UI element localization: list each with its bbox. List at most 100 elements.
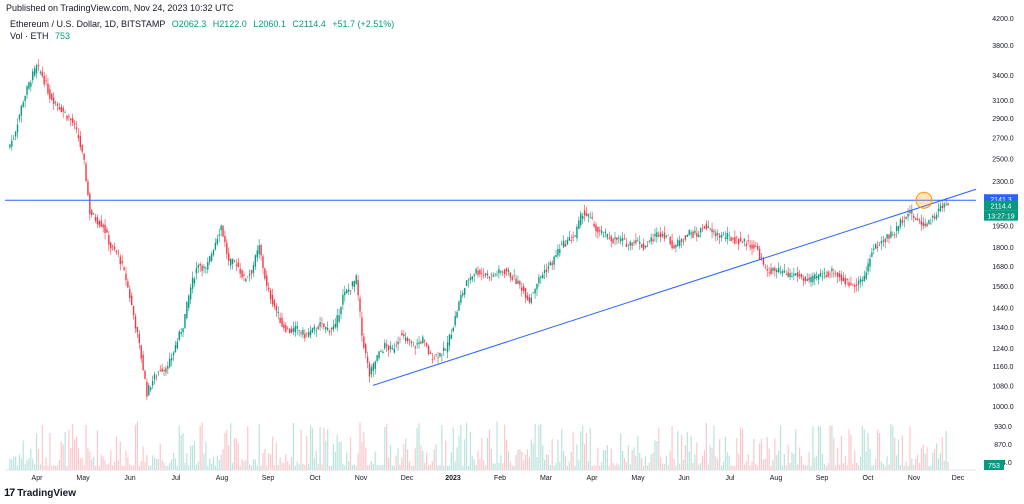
candle-body xyxy=(13,139,15,140)
candle-body xyxy=(334,323,336,328)
y-tick-label: 1000.0 xyxy=(992,404,1014,411)
volume-bar xyxy=(64,431,66,470)
volume-bar xyxy=(382,464,384,470)
candle-body xyxy=(821,276,824,278)
legend-symbol[interactable]: Ethereum / U.S. Dollar, 1D, BITSTAMP xyxy=(10,19,166,29)
y-tick-label: 1950.0 xyxy=(992,224,1014,231)
candle-body xyxy=(874,244,877,249)
price-axis[interactable]: 4200.0 3800.0 3400.0 3100.0 2900.0 2700.0 2500… xyxy=(984,16,1018,470)
volume-bar xyxy=(665,456,667,470)
candle-body xyxy=(743,238,746,242)
volume-bar xyxy=(34,464,36,470)
volume-bar xyxy=(488,429,491,470)
volume-bar xyxy=(359,422,361,470)
x-tick-label: Apr xyxy=(32,475,44,482)
candle-body xyxy=(682,240,685,242)
volume-bar xyxy=(439,465,441,470)
volume-bar xyxy=(709,445,711,470)
volume-bar xyxy=(136,421,138,470)
tradingview-logo[interactable]: 17 TradingView xyxy=(4,487,76,499)
volume-bar xyxy=(224,432,226,470)
time-axis[interactable]: Apr May Jun Jul Aug Sep Oct Nov Dec 2023 Feb Mar Apr… xyxy=(5,469,976,482)
volume-bar xyxy=(150,465,152,470)
candle-body xyxy=(509,272,512,278)
volume-bar xyxy=(89,451,91,470)
candle-body xyxy=(467,280,470,282)
candle-body xyxy=(302,329,304,335)
candle-body xyxy=(458,301,460,311)
x-tick-label: Jul xyxy=(726,475,735,482)
candle-body xyxy=(450,334,453,339)
volume-bar xyxy=(319,427,321,470)
candle-body xyxy=(882,240,885,242)
candle-body xyxy=(781,271,784,274)
volume-bar xyxy=(675,465,677,470)
volume-bar xyxy=(941,437,943,470)
volume-bar xyxy=(747,453,749,470)
candle-body xyxy=(793,273,795,276)
volume-bar xyxy=(696,442,698,470)
candle-body xyxy=(502,271,504,273)
candle-body xyxy=(800,274,803,278)
candle-body xyxy=(745,244,747,246)
candle-body xyxy=(420,341,422,344)
candle-body xyxy=(184,313,186,328)
volume-bar xyxy=(610,448,612,470)
volume-bar xyxy=(387,457,390,470)
volume-bar xyxy=(11,459,13,470)
candle-body xyxy=(618,237,620,239)
volume-bar xyxy=(477,450,479,470)
volume-bar xyxy=(94,465,97,470)
candle-body xyxy=(549,262,552,266)
candle-body xyxy=(361,317,363,336)
volume-bar xyxy=(134,424,137,470)
candle-body xyxy=(174,345,177,353)
candle-body xyxy=(89,193,91,215)
candle-body xyxy=(517,280,519,284)
candle-body xyxy=(802,278,805,281)
volume-bar xyxy=(399,464,401,470)
volume-bar xyxy=(16,465,19,470)
volume-bar xyxy=(901,435,903,470)
candle-body xyxy=(789,273,791,278)
legend: Ethereum / U.S. Dollar, 1D, BITSTAMP O20… xyxy=(10,18,394,42)
publisher-text: Published on TradingView.com, Nov 24, 20… xyxy=(6,3,234,13)
volume-bar xyxy=(460,425,462,470)
volume-bar xyxy=(271,436,274,470)
volume-bar xyxy=(876,429,879,470)
candle-body xyxy=(741,241,744,243)
candle-body xyxy=(599,229,601,232)
candle-body xyxy=(193,278,196,284)
candle-body xyxy=(684,235,687,240)
volume-bar xyxy=(445,440,447,470)
volume-bar xyxy=(715,456,717,470)
volume-bar xyxy=(437,465,439,470)
legend-volume-label[interactable]: Vol · ETH xyxy=(10,31,49,41)
candle-body xyxy=(751,244,753,249)
candle-body xyxy=(9,144,11,148)
volume-bar xyxy=(83,465,85,470)
price-badge xyxy=(984,210,1018,221)
candle-body xyxy=(138,333,140,344)
tradingview-logo-icon: 17 xyxy=(4,487,15,499)
volume-bar xyxy=(323,427,325,470)
volume-bar xyxy=(273,465,275,470)
volume-bar xyxy=(54,465,57,470)
volume-bar xyxy=(629,464,631,470)
volume-bar xyxy=(87,448,89,470)
candle-body xyxy=(591,217,593,219)
volume-bar xyxy=(336,434,338,470)
candle-body xyxy=(648,241,650,242)
volume-bar xyxy=(911,458,913,470)
volume-bar xyxy=(309,425,312,470)
candle-body xyxy=(155,375,158,377)
volume-bar xyxy=(852,463,854,470)
volume-bar xyxy=(884,465,886,470)
volume-bar xyxy=(300,429,302,470)
volume-bar xyxy=(772,460,774,470)
volume-bar xyxy=(787,444,789,470)
y-tick-label: 1440.0 xyxy=(992,306,1014,313)
volume-bar xyxy=(9,458,11,470)
volume-bar xyxy=(22,440,24,470)
